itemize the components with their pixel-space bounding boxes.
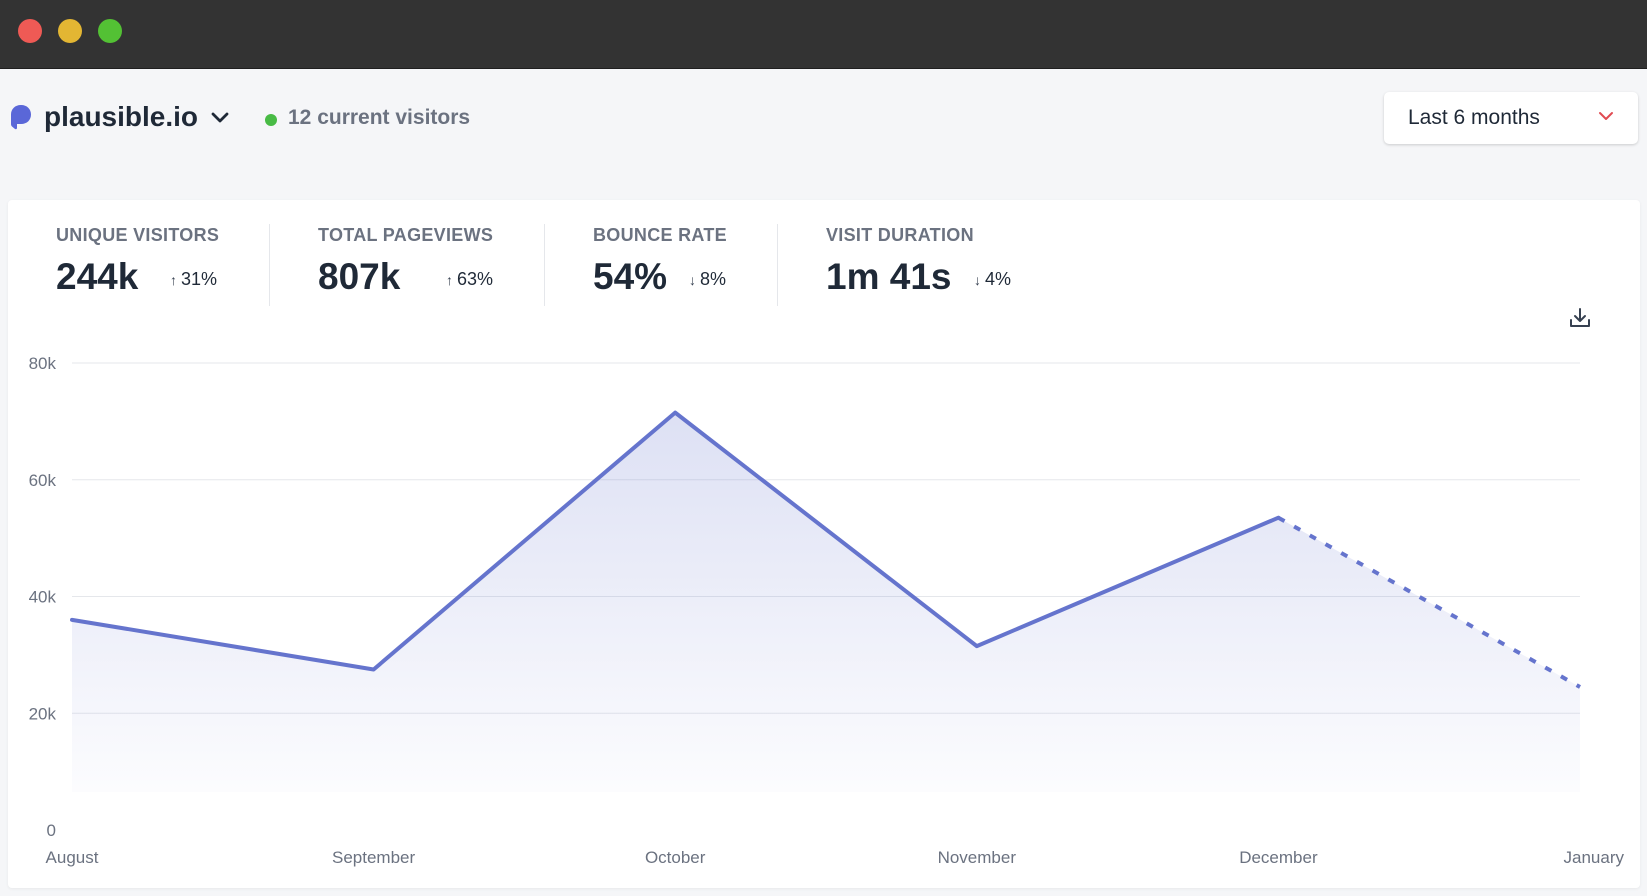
arrow-down-icon: ↓: [689, 272, 696, 288]
current-visitors-count[interactable]: 12 current visitors: [288, 106, 471, 129]
x-tick-label: November: [938, 848, 1017, 867]
live-indicator-dot: [265, 114, 277, 126]
y-tick-label: 20k: [29, 704, 57, 723]
stat-change-value: 4%: [985, 269, 1012, 289]
period-select[interactable]: Last 6 months: [1384, 92, 1638, 144]
arrow-up-icon: ↑: [446, 272, 453, 288]
y-tick-label: 0: [47, 821, 56, 840]
window-minimize-button[interactable]: [58, 19, 82, 43]
y-tick-label: 80k: [29, 354, 57, 373]
data-point-november[interactable]: [971, 640, 983, 652]
stat-change: ↑ 31%: [170, 269, 217, 290]
stat-change: ↑ 63%: [446, 269, 493, 290]
chevron-down-icon: [1599, 112, 1613, 120]
stat-change-value: 63%: [457, 269, 494, 289]
data-point-september[interactable]: [368, 663, 380, 675]
data-point-august[interactable]: [66, 614, 78, 626]
stat-value: 244k: [56, 256, 139, 297]
stat-label: VISIT DURATION: [826, 225, 974, 245]
stat-divider: [544, 224, 545, 306]
stat-divider: [777, 224, 778, 306]
x-tick-label: October: [645, 848, 706, 867]
stat-divider: [269, 224, 270, 306]
arrow-down-icon: ↓: [974, 272, 981, 288]
visitors-line-chart[interactable]: 0 20k 40k 60k 80k August September October Novem…: [8, 200, 1640, 888]
chevron-down-icon[interactable]: [210, 108, 230, 128]
stat-change: ↓ 8%: [689, 269, 726, 290]
stat-change-value: 8%: [700, 269, 727, 289]
x-tick-label: August: [46, 848, 99, 867]
stat-value: 54%: [593, 256, 668, 297]
site-name[interactable]: plausible.io: [44, 101, 199, 132]
data-point-january[interactable]: [1574, 681, 1586, 693]
window-titlebar: [0, 0, 1647, 69]
x-tick-label: September: [332, 848, 415, 867]
x-tick-label: January: [1564, 848, 1625, 867]
data-point-october[interactable]: [669, 407, 681, 419]
stat-label: BOUNCE RATE: [593, 225, 727, 245]
data-point-december[interactable]: [1272, 512, 1284, 524]
stats-card: UNIQUE VISITORS 244k ↑ 31% TOTAL PAGEVIEW…: [8, 200, 1640, 888]
download-icon[interactable]: [1568, 306, 1592, 330]
y-tick-label: 60k: [29, 471, 57, 490]
window-maximize-button[interactable]: [98, 19, 122, 43]
stat-change-value: 31%: [181, 269, 218, 289]
stat-value: 1m 41s: [826, 256, 952, 297]
stat-label: UNIQUE VISITORS: [56, 225, 220, 245]
series-area: [72, 412, 1580, 793]
window-close-button[interactable]: [18, 19, 42, 43]
series-line: [70, 410, 1281, 672]
period-select-label: Last 6 months: [1408, 106, 1540, 129]
stat-value: 807k: [318, 256, 401, 297]
y-tick-label: 40k: [29, 588, 57, 607]
stat-label: TOTAL PAGEVIEWS: [318, 225, 494, 245]
x-tick-label: December: [1239, 848, 1318, 867]
series-line-incomplete: [1277, 515, 1581, 689]
plausible-logo-icon[interactable]: [10, 104, 32, 130]
stat-change: ↓ 4%: [974, 269, 1011, 290]
arrow-up-icon: ↑: [170, 272, 177, 288]
